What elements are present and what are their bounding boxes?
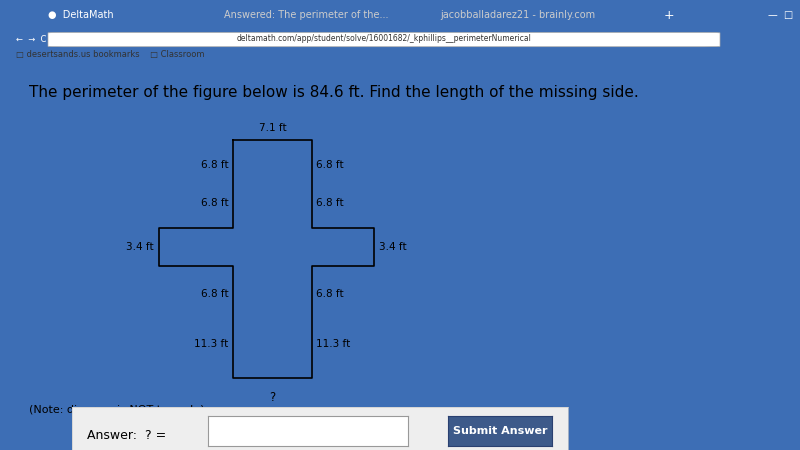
Text: Submit Answer: Submit Answer <box>453 426 547 436</box>
Text: ←  →  C  ⌂: ← → C ⌂ <box>16 35 57 44</box>
Text: 6.8 ft: 6.8 ft <box>201 198 228 208</box>
Text: 11.3 ft: 11.3 ft <box>194 339 228 349</box>
Text: ?: ? <box>269 391 275 404</box>
Text: 6.8 ft: 6.8 ft <box>201 160 228 170</box>
Text: 6.8 ft: 6.8 ft <box>316 160 344 170</box>
Text: (Note: diagram is NOT to scale): (Note: diagram is NOT to scale) <box>29 405 204 415</box>
Text: The perimeter of the figure below is 84.6 ft. Find the length of the missing sid: The perimeter of the figure below is 84.… <box>29 85 638 100</box>
Text: □ desertsands.us bookmarks    □ Classroom: □ desertsands.us bookmarks □ Classroom <box>16 50 205 59</box>
Text: 3.4 ft: 3.4 ft <box>126 242 154 252</box>
Text: Answer:  ? =: Answer: ? = <box>87 428 166 441</box>
Text: 6.8 ft: 6.8 ft <box>316 198 344 208</box>
Text: deltamath.com/app/student/solve/16001682/_kphillips__perimeterNumerical: deltamath.com/app/student/solve/16001682… <box>237 34 531 43</box>
Text: ft: ft <box>370 428 378 441</box>
Text: ●  DeltaMath: ● DeltaMath <box>48 10 114 20</box>
Text: 3.4 ft: 3.4 ft <box>379 242 406 252</box>
Text: 7.1 ft: 7.1 ft <box>258 123 286 133</box>
Text: +: + <box>664 9 674 22</box>
Text: jacobballadarez21 - brainly.com: jacobballadarez21 - brainly.com <box>440 10 595 20</box>
Text: 11.3 ft: 11.3 ft <box>316 339 350 349</box>
FancyBboxPatch shape <box>48 32 720 47</box>
Text: 6.8 ft: 6.8 ft <box>201 289 228 299</box>
Text: Answered: The perimeter of the...: Answered: The perimeter of the... <box>224 10 389 20</box>
Text: —  □  ✕: — □ ✕ <box>768 10 800 20</box>
Text: 6.8 ft: 6.8 ft <box>316 289 344 299</box>
